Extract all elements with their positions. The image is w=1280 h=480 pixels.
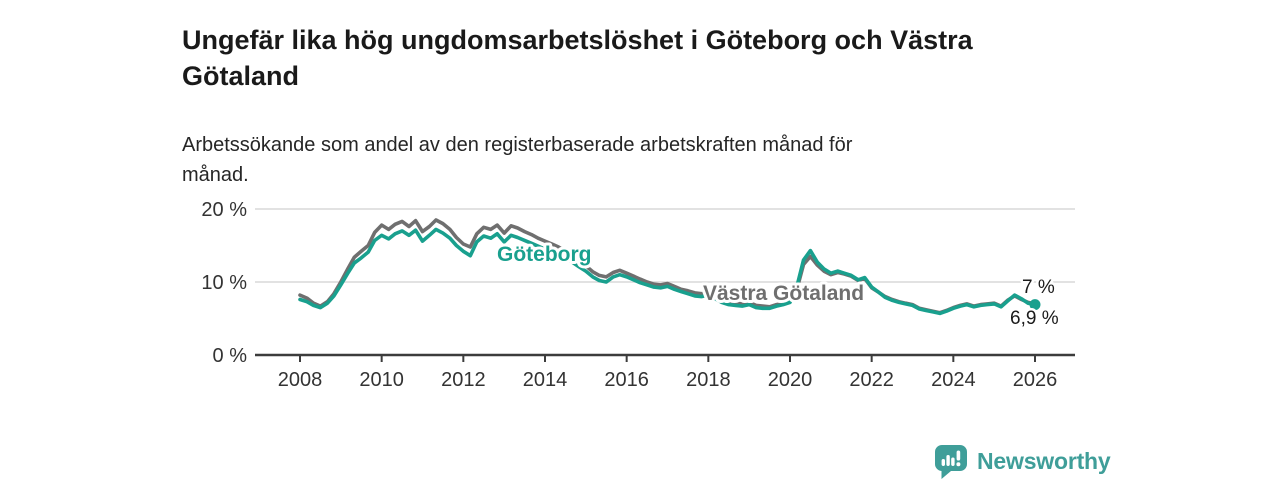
series-line-g-teborg bbox=[298, 227, 1037, 316]
x-tick-label-2026: 2026 bbox=[1013, 369, 1058, 391]
brand-name: Newsworthy bbox=[977, 448, 1111, 474]
x-tick-label-2008: 2008 bbox=[278, 369, 323, 391]
series-lines bbox=[298, 218, 1041, 316]
y-tick-label-10: 10 % bbox=[201, 272, 247, 294]
x-tick-label-2022: 2022 bbox=[849, 369, 894, 391]
x-tick-label-2018: 2018 bbox=[686, 369, 731, 391]
chart-subtitle: Arbetssökande som andel av den registerb… bbox=[182, 134, 853, 186]
vastra-end-value-label: 7 % bbox=[1022, 277, 1055, 298]
x-tick-label-2016: 2016 bbox=[604, 369, 649, 391]
newsworthy-bubble-chart-icon bbox=[935, 445, 967, 479]
x-tick-label-2014: 2014 bbox=[523, 369, 568, 391]
goteborg-end-value-label: 6,9 % bbox=[1010, 308, 1059, 329]
gridlines bbox=[255, 208, 1075, 283]
page-title: Ungefär lika hög ungdomsarbetslöshet i G… bbox=[182, 25, 973, 92]
chart-labels: 0 % 10 % 20 % 2008 2010 2012 2014 2016 2018 2020 2… bbox=[201, 199, 1061, 391]
x-tick-label-2020: 2020 bbox=[768, 369, 813, 391]
x-tick-label-2010: 2010 bbox=[359, 369, 404, 391]
x-tick-label-2024: 2024 bbox=[931, 369, 976, 391]
y-tick-label-20: 20 % bbox=[201, 199, 247, 221]
x-axis bbox=[255, 353, 1075, 362]
vastra-gotaland-series-label: Västra Götaland bbox=[703, 282, 864, 305]
newsworthy-logo[interactable]: Newsworthy bbox=[934, 444, 1111, 479]
goteborg-end-dot bbox=[1029, 299, 1041, 311]
goteborg-series-label: Göteborg bbox=[497, 243, 592, 266]
y-tick-label-0: 0 % bbox=[213, 345, 248, 367]
x-tick-label-2012: 2012 bbox=[441, 369, 486, 391]
